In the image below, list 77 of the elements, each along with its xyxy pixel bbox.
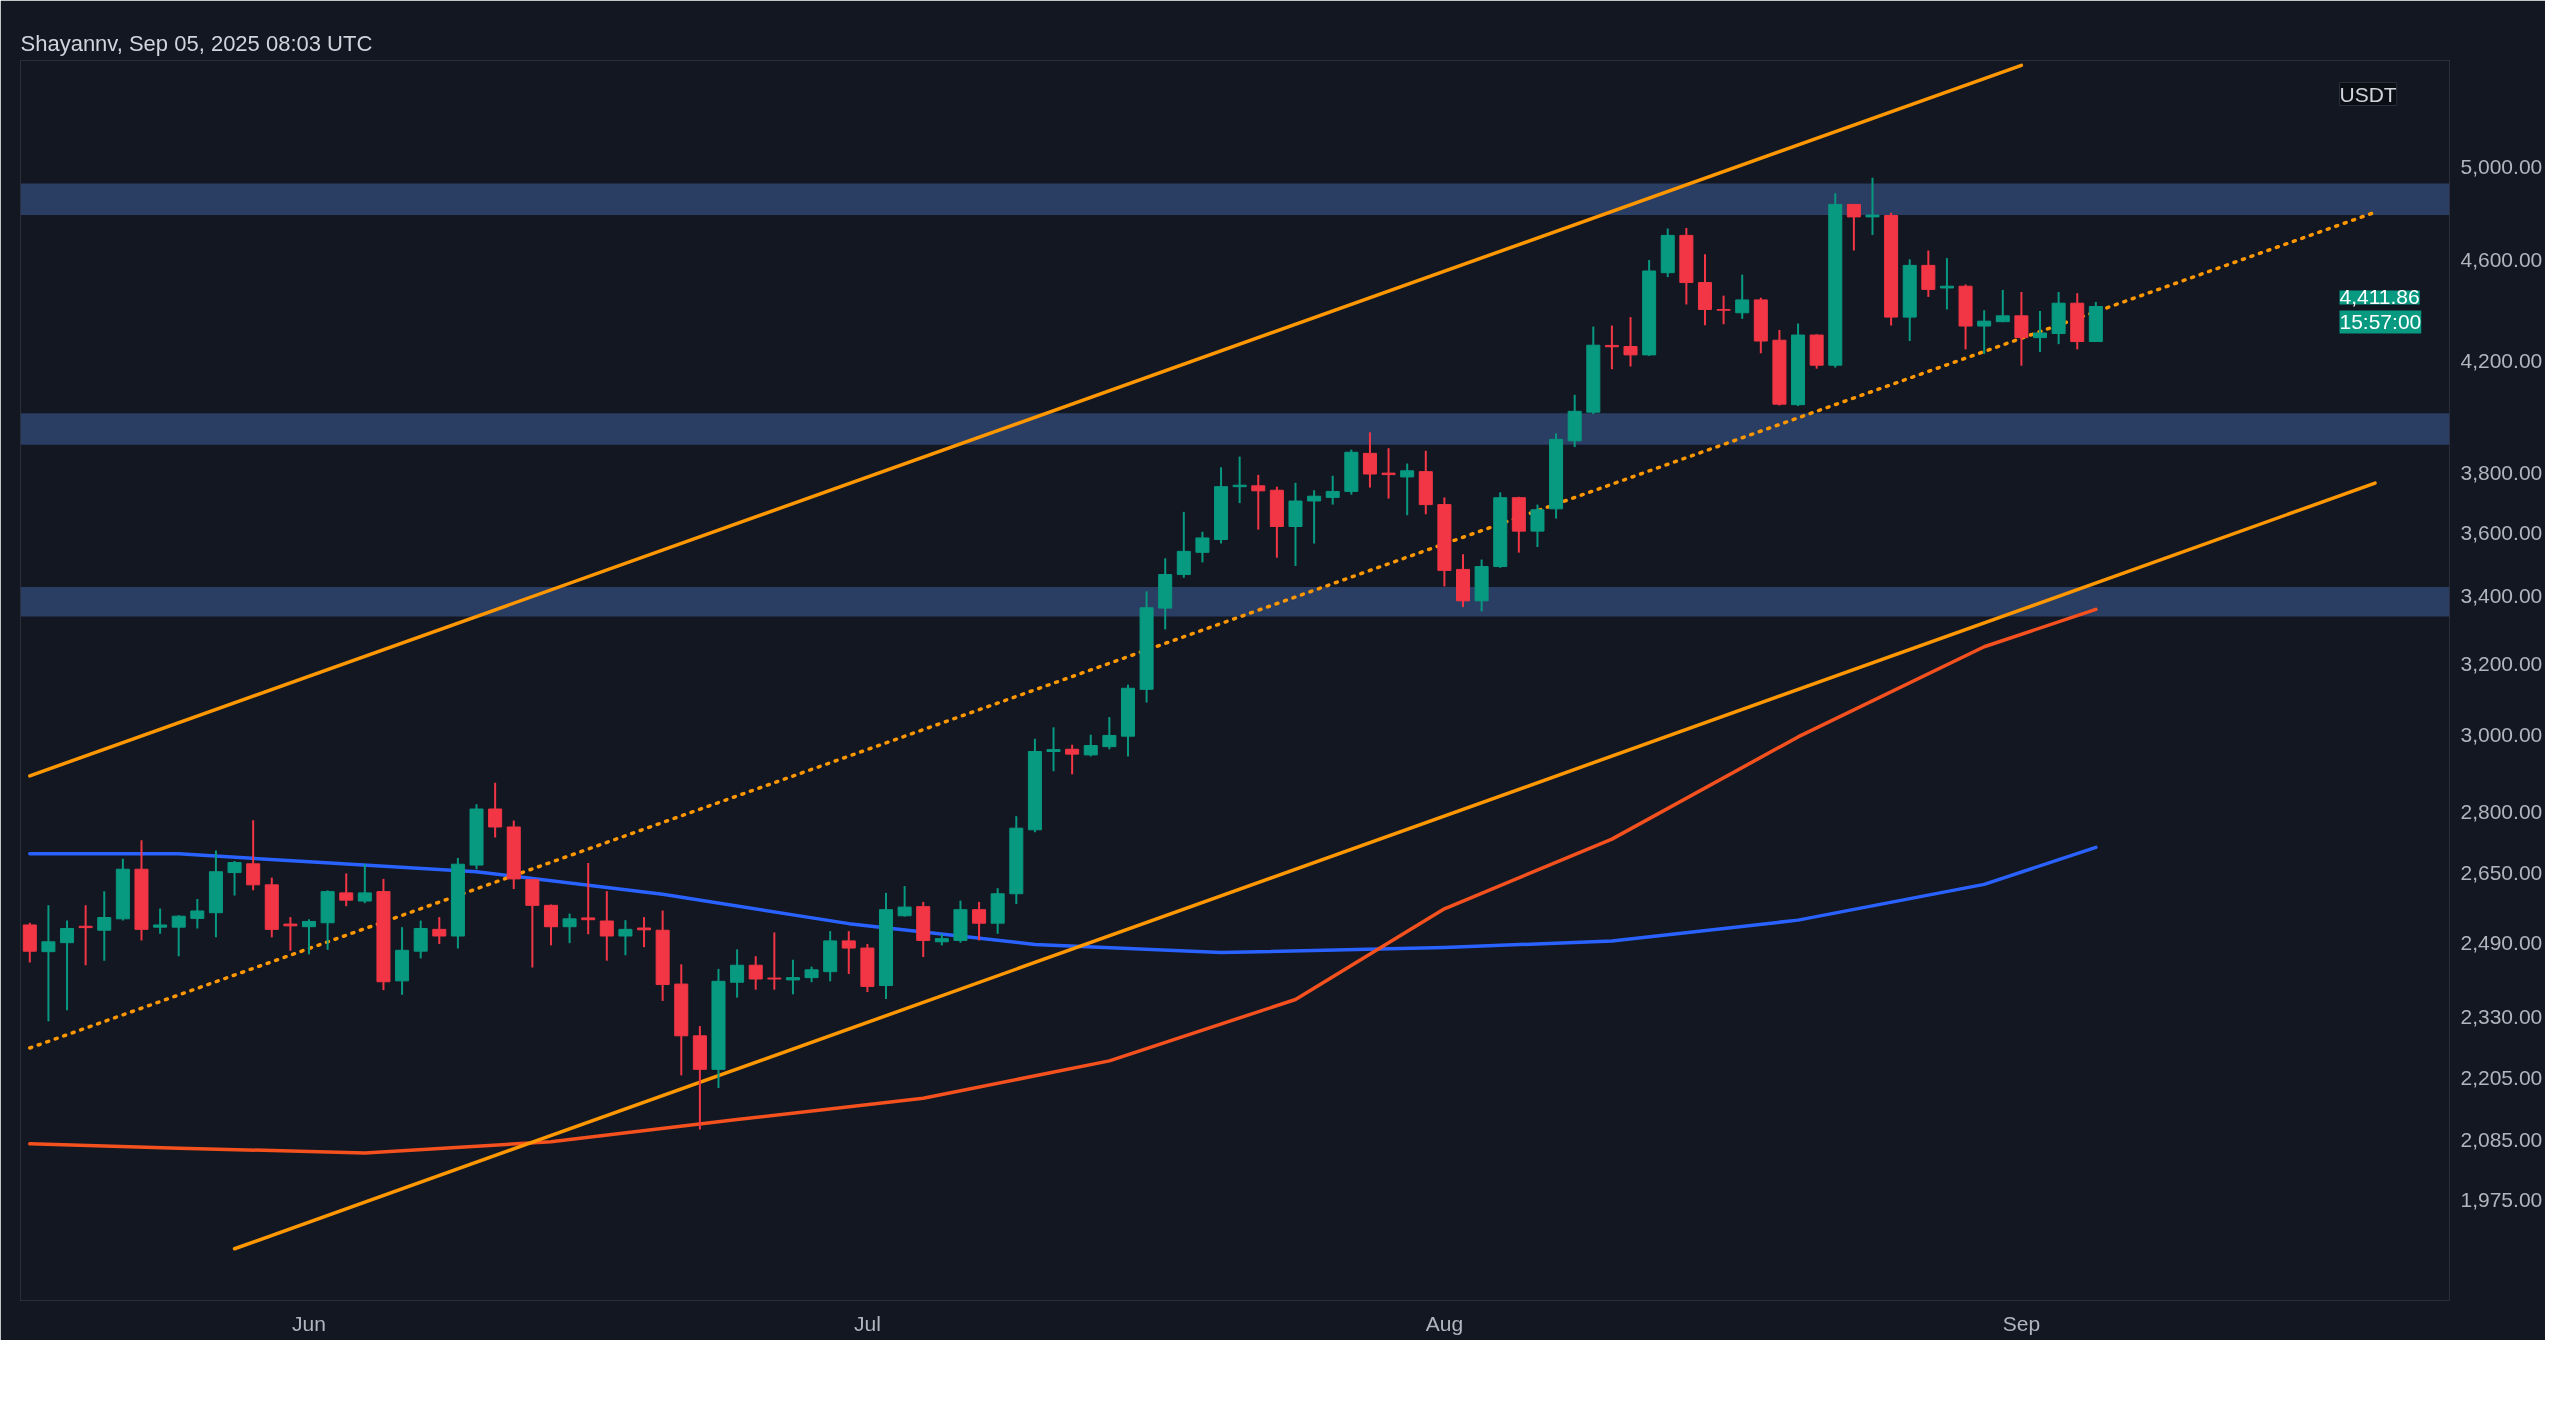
candlestick: [897, 885, 912, 918]
x-tick-label: Aug: [1425, 1311, 1464, 1335]
y-tick-label: 4,600.00: [2460, 248, 2543, 272]
candlestick: [1995, 288, 2010, 324]
candlestick: [97, 890, 112, 962]
candlestick: [972, 900, 987, 942]
candlestick: [339, 872, 354, 908]
y-tick-label: 1,975.00: [2460, 1188, 2543, 1212]
candlestick: [1195, 530, 1210, 564]
line-series: [28, 845, 2098, 955]
candlestick: [488, 781, 503, 839]
candlestick: [1400, 462, 1415, 517]
y-tick-label: 2,800.00: [2460, 800, 2543, 824]
candlestick: [1251, 473, 1266, 531]
y-tick-label: 2,330.00: [2460, 1004, 2543, 1028]
candlestick: [41, 904, 56, 1023]
y-tick-label: 5,000.00: [2460, 155, 2543, 179]
candlestick: [730, 948, 745, 999]
candlestick: [1623, 316, 1638, 368]
candlestick: [1176, 510, 1191, 579]
candlestick: [1065, 743, 1080, 776]
candlestick: [1716, 294, 1731, 326]
y-tick-label: 3,800.00: [2460, 460, 2543, 484]
candlestick: [2014, 290, 2029, 367]
candlestick: [1362, 431, 1377, 489]
candlestick: [227, 859, 242, 897]
chart-title: Shayannv, Sep 05, 2025 08:03 UTC: [20, 30, 373, 56]
candlestick: [1046, 726, 1061, 773]
candlestick: [599, 890, 614, 962]
line-series: [28, 607, 2098, 1155]
candlestick: [283, 916, 298, 952]
annotation: 4,411.86: [2339, 285, 2420, 309]
x-tick-label: Sep: [2002, 1311, 2041, 1335]
candlestick: [2033, 310, 2048, 353]
candlestick: [1381, 447, 1396, 500]
candlestick: [637, 916, 652, 949]
candlestick: [432, 916, 447, 946]
candlestick: [1530, 503, 1545, 548]
candlestick: [1102, 716, 1117, 751]
y-tick-label: 3,600.00: [2460, 520, 2543, 544]
candlestick: [562, 912, 577, 945]
y-tick-label: 2,490.00: [2460, 930, 2543, 954]
candlestick: [1939, 257, 1954, 311]
candlestick: [785, 958, 800, 996]
candlestick: [1846, 202, 1861, 252]
x-tick-label: Jun: [292, 1311, 326, 1335]
x-tick-label: Jul: [853, 1311, 881, 1335]
candlestick: [357, 863, 372, 905]
candlestick: [190, 897, 205, 930]
y-tick-label: 3,400.00: [2460, 584, 2543, 608]
candlestick: [581, 861, 596, 936]
y-tick-label: 2,650.00: [2460, 861, 2543, 885]
candlestick: [60, 919, 75, 1012]
candlestick: [153, 907, 168, 935]
candlestick: [1977, 309, 1992, 355]
y-tick-label: 4,200.00: [2460, 349, 2543, 373]
annotation: 15:57:00: [2339, 310, 2422, 334]
candlestick: [1307, 489, 1322, 545]
candlestick: [767, 931, 782, 991]
candlestick: [618, 919, 633, 957]
candlestick: [748, 955, 763, 991]
candlestick: [1865, 176, 1880, 236]
y-tick-label: 3,000.00: [2460, 723, 2543, 747]
candlestick: [841, 930, 856, 975]
candlestick: [1735, 273, 1750, 320]
candlestick: [246, 819, 261, 892]
y-tick-label: 2,205.00: [2460, 1065, 2543, 1089]
y-tick-label: 2,085.00: [2460, 1128, 2543, 1152]
annotation: USDT: [2339, 82, 2397, 106]
candlestick: [1604, 324, 1619, 371]
candlestick: [78, 904, 93, 967]
y-tick-label: 3,200.00: [2460, 651, 2543, 675]
candlestick: [1325, 474, 1340, 506]
candlestick: [543, 903, 558, 947]
candlestick: [301, 918, 317, 956]
candlestick: [413, 919, 428, 960]
candlestick: [171, 914, 186, 958]
